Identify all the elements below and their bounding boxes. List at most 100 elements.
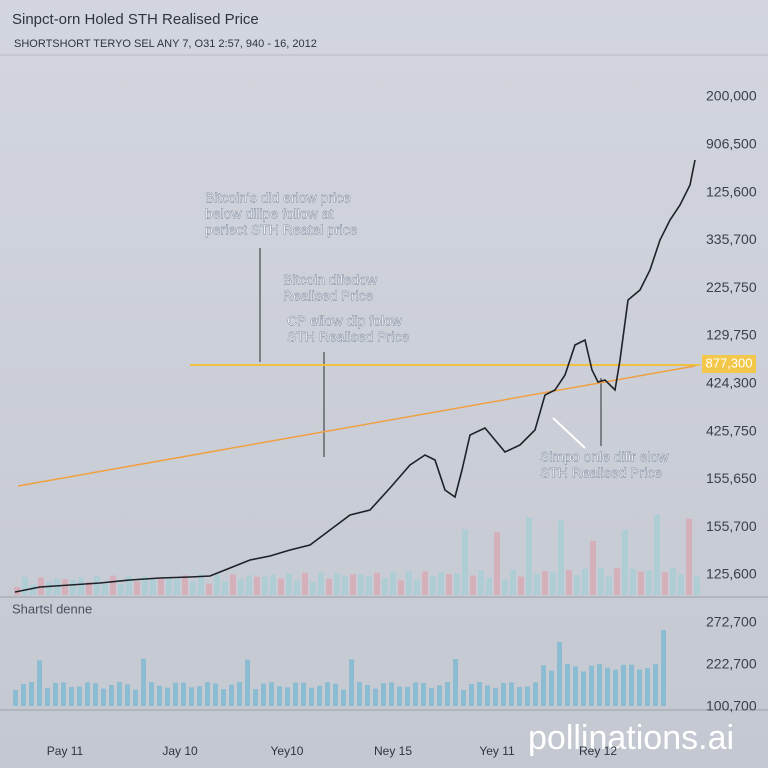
- volume-bar: [542, 571, 548, 595]
- volume-bar: [102, 584, 108, 595]
- y-tick-label: 129,750: [706, 327, 757, 343]
- volume-bar: [182, 575, 188, 595]
- volume-bar: [109, 685, 114, 706]
- subtitle: SHORTSHORT TERYO SEL ANY 7, O31 2:57, 94…: [14, 38, 317, 50]
- volume-bar: [478, 570, 484, 595]
- volume-bar: [222, 581, 228, 595]
- volume-bar: [446, 574, 452, 595]
- volume-bar: [110, 575, 116, 595]
- volume-bar: [117, 682, 122, 706]
- volume-bar: [581, 671, 586, 706]
- volume-bar: [341, 689, 346, 706]
- volume-bar: [229, 684, 234, 706]
- volume-bar: [430, 576, 436, 595]
- volume-bar: [190, 581, 196, 595]
- volume-bar: [350, 574, 356, 595]
- volume-bar: [54, 578, 60, 595]
- volume-bar: [366, 576, 372, 595]
- volume-bar: [246, 575, 252, 595]
- volume-bar: [614, 568, 620, 595]
- volume-bar: [118, 584, 124, 595]
- volume-bar: [133, 689, 138, 706]
- volume-bar: [86, 581, 92, 595]
- y-tick-label: 200,000: [706, 88, 757, 104]
- volume-bar: [53, 682, 58, 706]
- volume-bar: [245, 659, 250, 706]
- volume-bar: [486, 577, 492, 595]
- annotation: Bitcoin difedow: [283, 272, 378, 288]
- volume-bar: [606, 576, 612, 595]
- volume-bar: [406, 571, 412, 595]
- volume-bar: [261, 683, 266, 706]
- volume-bar: [213, 683, 218, 706]
- volume-bar: [62, 579, 68, 595]
- volume-bar: [398, 580, 404, 595]
- volume-bar: [85, 682, 90, 706]
- volume-bar: [670, 567, 676, 595]
- x-tick-label: Pay 11: [47, 744, 84, 758]
- volume-bar: [526, 517, 532, 595]
- annotation: Bitcoin's did erlow price: [205, 190, 351, 206]
- volume-bar: [382, 578, 388, 595]
- volume-bar: [566, 569, 572, 595]
- volume-bar: [13, 690, 18, 706]
- volume-bar: [534, 574, 540, 595]
- volume-bar: [605, 667, 610, 706]
- volume-bar: [565, 664, 570, 706]
- volume-bar: [29, 682, 34, 706]
- volume-bar: [589, 665, 594, 706]
- volume-bar: [493, 688, 498, 706]
- volume-bar: [462, 529, 468, 595]
- volume-bar: [662, 572, 668, 595]
- volume-bar: [262, 576, 268, 595]
- volume-bar: [421, 683, 426, 706]
- annotation: Simpo onle dilir elow: [540, 449, 669, 465]
- volume-bar: [597, 664, 602, 706]
- arrow: [552, 417, 586, 449]
- volume-bar: [221, 689, 226, 706]
- volume-bar: [349, 659, 354, 706]
- volume-bar: [309, 687, 314, 706]
- volume-bar: [333, 683, 338, 706]
- annotation: below dilipe follow at: [205, 206, 334, 222]
- volume-bar: [414, 579, 420, 595]
- y-tick-label: 425,750: [706, 422, 757, 438]
- volume-bar: [198, 574, 204, 595]
- volume-bar: [437, 685, 442, 706]
- volume-bar: [590, 540, 596, 595]
- volume-bar: [525, 686, 530, 706]
- lower-volume-bars: [13, 630, 666, 706]
- y-tick-label: 335,700: [706, 231, 757, 247]
- volume-bar: [469, 684, 474, 706]
- y-tick-label: 125,600: [706, 566, 757, 582]
- volume-bar: [445, 682, 450, 706]
- volume-bar: [358, 574, 364, 595]
- volume-bar: [613, 669, 618, 706]
- volume-bar: [22, 576, 28, 595]
- volume-bar: [661, 630, 666, 706]
- volume-bar: [126, 575, 132, 595]
- volume-bar: [237, 682, 242, 706]
- volume-bar: [173, 682, 178, 706]
- volume-bar: [558, 520, 564, 595]
- volume-bar: [517, 686, 522, 706]
- volume-bar: [686, 518, 692, 595]
- x-tick-label: Yey10: [271, 744, 304, 758]
- volume-bar: [158, 577, 164, 595]
- volume-bar: [149, 682, 154, 706]
- volume-bar: [574, 574, 580, 595]
- volume-bar: [286, 573, 292, 595]
- title: Sinpct-orn Holed STH Realised Price: [12, 11, 259, 28]
- volume-bar: [630, 569, 636, 595]
- volume-bars: [14, 514, 700, 595]
- volume-bar: [541, 665, 546, 706]
- volume-bar: [150, 579, 156, 595]
- volume-bar: [189, 687, 194, 706]
- volume-bar: [390, 571, 396, 595]
- volume-bar: [502, 579, 508, 595]
- price-line: [14, 159, 696, 593]
- volume-bar: [302, 572, 308, 595]
- annotation: CP eflow dip folow: [287, 313, 403, 329]
- volume-bar: [654, 514, 660, 595]
